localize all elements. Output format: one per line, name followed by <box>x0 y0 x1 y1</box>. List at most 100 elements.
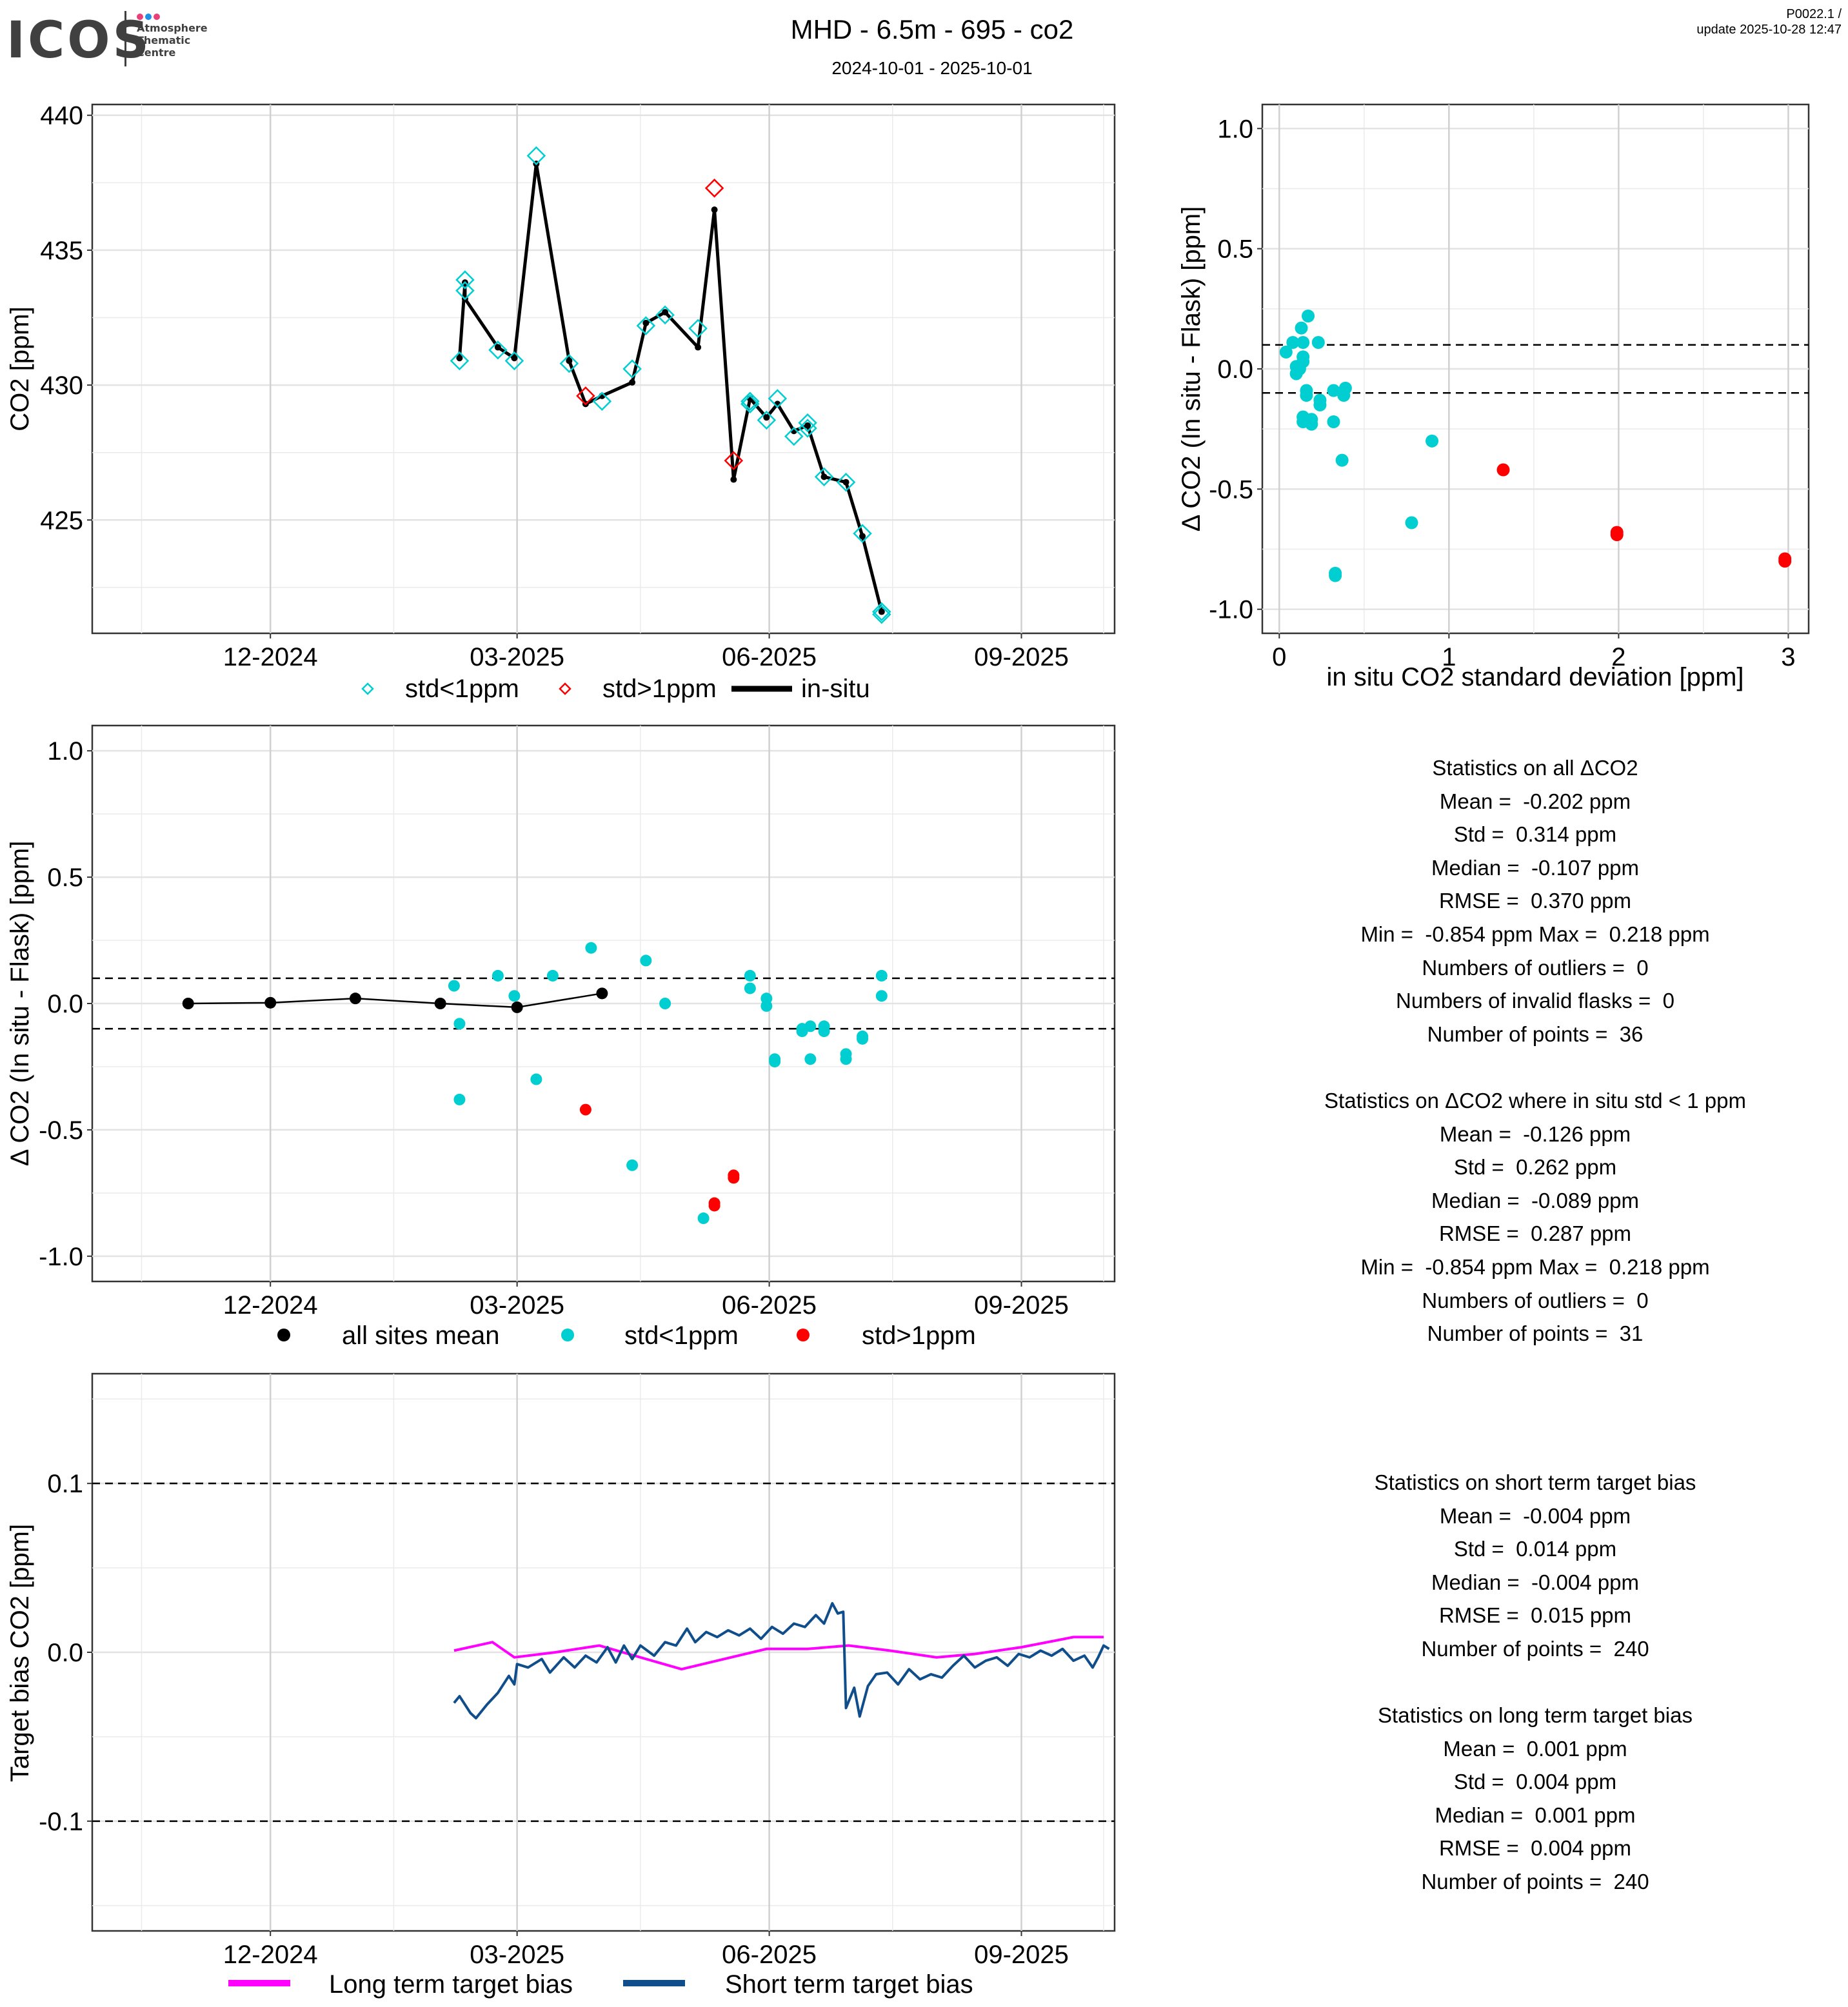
point-std-lt-1 <box>1335 453 1349 467</box>
diamond-std-lt-1 <box>853 524 872 543</box>
legend: all sites mean std<1ppm std>1ppm <box>277 1321 976 1350</box>
all-sites-mean-line <box>188 993 602 1009</box>
stats-line: RMSE = 0.015 ppm <box>1438 1603 1632 1628</box>
stats-line: Median = -0.004 ppm <box>1431 1570 1639 1594</box>
diamond-std-lt-1 <box>592 391 612 411</box>
plot-panel <box>91 103 1116 635</box>
point-std-lt-1 <box>453 1018 466 1030</box>
diamond-std-lt-1 <box>488 340 508 360</box>
point-std-lt-1 <box>530 1073 542 1085</box>
point-std-lt-1 <box>1295 321 1308 335</box>
stats-line: Mean = -0.202 ppm <box>1439 789 1631 813</box>
point-std-lt-1 <box>857 1033 869 1045</box>
stats-line: Number of points = 240 <box>1421 1869 1649 1893</box>
point-std-lt-1 <box>1279 345 1293 359</box>
point-std-gt-1 <box>728 1172 740 1184</box>
stats-long-term-bias: Statistics on long term target bias Mean … <box>1213 1699 1848 1899</box>
all-sites-mean-point <box>349 993 361 1005</box>
point-std-lt-1 <box>640 954 652 967</box>
insitu-point <box>642 319 650 326</box>
stats-line: Mean = 0.001 ppm <box>1443 1736 1627 1761</box>
point-std-lt-1 <box>1297 336 1310 349</box>
legend: std<1ppm std>1ppm in-situ <box>361 675 870 703</box>
stats-line: Std = 0.262 ppm <box>1453 1155 1617 1180</box>
x-tick-label: 2 <box>1611 643 1625 671</box>
logo-subtitle-line: Centre <box>137 46 176 59</box>
point-std-lt-1 <box>1313 398 1327 411</box>
point-std-lt-1 <box>448 980 460 992</box>
diamond-std-lt-1 <box>622 359 642 379</box>
point-std-lt-1 <box>546 969 559 982</box>
x-tick-label: 12-2024 <box>223 1291 318 1320</box>
point-std-lt-1 <box>585 942 597 954</box>
all-sites-mean-point <box>596 987 608 1000</box>
x-tick-label: 06-2025 <box>722 643 817 671</box>
insitu-point <box>804 422 811 429</box>
diamond-std-lt-1 <box>450 351 470 371</box>
x-tick-label: 09-2025 <box>974 1291 1069 1320</box>
x-tick-label: 12-2024 <box>223 643 318 671</box>
stats-line: Std = 0.004 ppm <box>1453 1770 1617 1794</box>
stats-line: Number of points = 240 <box>1421 1636 1649 1661</box>
diamond-std-lt-1 <box>504 351 524 371</box>
diamond-std-lt-1 <box>872 602 891 622</box>
insitu-point <box>629 379 636 386</box>
y-tick-label: -0.5 <box>1209 475 1253 504</box>
diamond-std-lt-1 <box>455 270 475 290</box>
point-std-lt-1 <box>1305 417 1318 431</box>
all-sites-mean-point <box>264 996 277 1009</box>
x-tick-label: 03-2025 <box>470 643 564 671</box>
gridlines <box>1262 104 1809 633</box>
x-tick-label: 0 <box>1272 643 1286 671</box>
point-std-lt-1 <box>1300 389 1313 402</box>
diamond-std-lt-1 <box>798 419 817 438</box>
logo-separator <box>124 11 126 66</box>
y-tick-label: 425 <box>40 506 83 535</box>
x-tick-label: 12-2024 <box>223 1941 318 1969</box>
co2-timeseries-chart: 425 430 435 440 12-2024 03-2025 06-2025 09-2025… <box>6 102 1116 703</box>
point-std-lt-1 <box>1329 569 1342 582</box>
point-std-lt-1 <box>697 1212 710 1225</box>
stats-line: Numbers of invalid flasks = 0 <box>1396 989 1674 1013</box>
insitu-point <box>695 344 702 351</box>
y-axis-label: Target bias CO2 [ppm] <box>6 1524 34 1782</box>
diamond-std-lt-1 <box>655 305 675 325</box>
y-tick-label: -0.1 <box>39 1808 83 1836</box>
logo-dot <box>145 14 152 20</box>
long-term-bias-line <box>453 1636 1104 1671</box>
diamond-std-lt-1 <box>757 410 777 430</box>
point-std-lt-1 <box>744 969 756 982</box>
y-axis-label: CO2 [ppm] <box>6 306 34 431</box>
x-tick-label: 1 <box>1442 643 1456 671</box>
insitu-point <box>511 355 518 362</box>
all-sites-mean-point <box>434 998 446 1009</box>
legend-label: all sites mean <box>342 1321 500 1350</box>
x-tick-label: 06-2025 <box>722 1291 817 1320</box>
point-std-lt-1 <box>875 990 888 1002</box>
gridlines <box>92 104 1115 633</box>
point-std-lt-1 <box>508 990 521 1002</box>
diamond-std-lt-1 <box>836 472 856 492</box>
legend-label: in-situ <box>801 675 870 703</box>
y-tick-label: -1.0 <box>39 1243 83 1271</box>
y-tick-label: 0.5 <box>47 864 83 892</box>
diamond-std-lt-1 <box>559 353 579 373</box>
stats-line: Std = 0.014 ppm <box>1453 1537 1617 1561</box>
point-std-lt-1 <box>1286 336 1300 349</box>
stats-line: Min = -0.854 ppm Max = 0.218 ppm <box>1360 922 1710 946</box>
legend-label: Long term target bias <box>329 1970 573 1999</box>
point-std-lt-1 <box>840 1053 852 1065</box>
y-tick-label: 1.0 <box>1217 115 1253 143</box>
point-std-lt-1 <box>1311 336 1325 349</box>
stats-line: Numbers of outliers = 0 <box>1422 955 1649 980</box>
point-std-lt-1 <box>453 1093 466 1105</box>
stats-line: Mean = -0.126 ppm <box>1439 1122 1631 1146</box>
x-axis-label: in situ CO2 standard deviation [ppm] <box>1326 663 1744 691</box>
diamond-std-gt-1 <box>576 386 595 406</box>
update-timestamp: update 2025-10-28 12:47 <box>1696 23 1842 37</box>
stats-line: Median = -0.107 ppm <box>1431 855 1639 880</box>
y-tick-label: 435 <box>40 237 83 265</box>
point-std-lt-1 <box>1337 389 1351 402</box>
y-axis-label: Δ CO2 (In situ - Flask) [ppm] <box>6 841 34 1167</box>
stats-line: RMSE = 0.370 ppm <box>1438 889 1632 913</box>
